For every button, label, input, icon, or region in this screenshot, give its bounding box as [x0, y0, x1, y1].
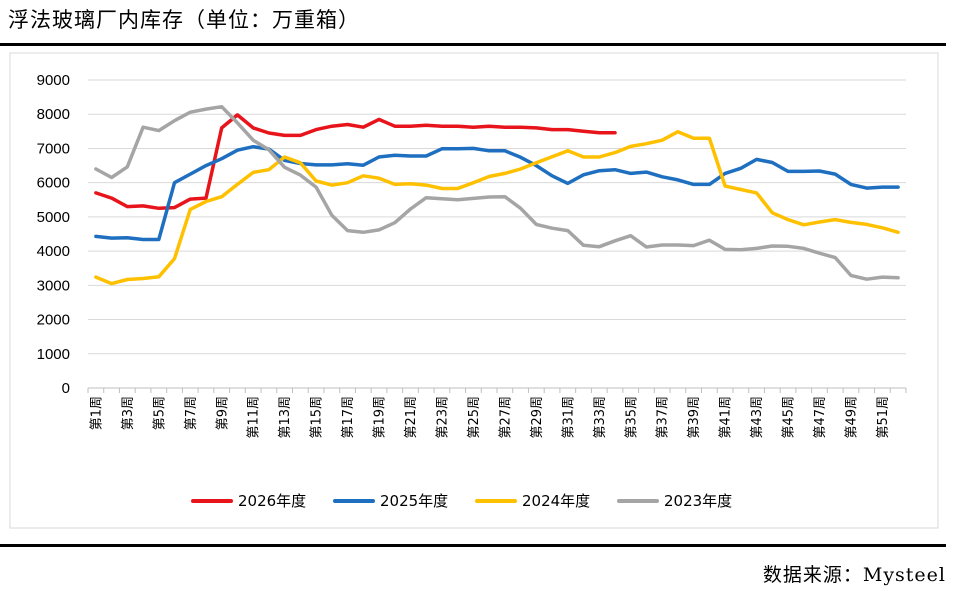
series-line-2026年度 [94, 113, 617, 211]
x-tick-label: 第49周 [844, 396, 859, 439]
y-tick-label: 3000 [37, 277, 70, 294]
x-tick-label: 第51周 [876, 396, 891, 439]
series-lines [94, 104, 900, 286]
x-tick-label: 第21周 [404, 396, 419, 439]
y-tick-label: 6000 [37, 175, 70, 192]
x-tick-label: 第11周 [247, 396, 262, 439]
x-tick-label: 第17周 [341, 396, 356, 439]
series-line-2024年度 [94, 129, 900, 286]
x-tick-label: 第23周 [435, 396, 450, 439]
x-tick-label: 第47周 [813, 396, 828, 439]
legend-label: 2024年度 [522, 492, 590, 510]
x-tick-label: 第27周 [498, 396, 513, 439]
x-tick-label: 第45周 [782, 396, 797, 439]
x-tick-label: 第35周 [624, 396, 639, 439]
x-tick-label: 第37周 [656, 396, 671, 439]
y-tick-label: 8000 [37, 106, 70, 123]
x-tick-label: 第29周 [530, 396, 545, 439]
y-tick-label: 2000 [37, 312, 70, 329]
chart-frame [9, 52, 939, 529]
x-tick-label: 第43周 [750, 396, 765, 439]
chart-title: 浮法玻璃厂内库存（单位：万重箱） [8, 8, 360, 32]
y-tick-label: 9000 [37, 72, 70, 89]
x-tick-label: 第33周 [593, 396, 608, 439]
y-tick-label: 1000 [37, 346, 70, 363]
top-divider [0, 43, 946, 46]
series-line-2025年度 [94, 144, 900, 242]
x-axis-ticks: 第1周 第3周 第5周 第7周 第9周 第11周 第13周 第15周 第17周 第19周 第21周 第… [89, 396, 891, 439]
legend-label: 2026年度 [238, 492, 306, 510]
x-tick-label: 第31周 [561, 396, 576, 439]
x-axis [87, 387, 907, 393]
x-tick-label: 第41周 [719, 396, 734, 439]
legend-label: 2023年度 [664, 492, 732, 510]
y-tick-label: 4000 [37, 243, 70, 260]
legend-label: 2025年度 [380, 492, 448, 510]
x-tick-label: 第1周 [89, 396, 104, 430]
y-axis-ticks: 0 1000 2000 3000 4000 5000 6000 7000 8000 9000 [37, 72, 70, 397]
bottom-divider [0, 544, 946, 547]
x-tick-label: 第19周 [373, 396, 388, 439]
x-tick-label: 第39周 [687, 396, 702, 439]
y-tick-label: 5000 [37, 209, 70, 226]
x-tick-label: 第3周 [121, 396, 136, 430]
gridlines [88, 79, 906, 355]
x-tick-label: 第25周 [467, 396, 482, 439]
x-tick-label: 第7周 [184, 396, 199, 430]
x-tick-label: 第9周 [215, 396, 230, 430]
series-line-2023年度 [94, 104, 900, 281]
y-tick-label: 7000 [37, 140, 70, 157]
y-tick-label: 0 [62, 380, 70, 397]
legend: 2026年度 2025年度 2024年度 2023年度 [191, 492, 732, 510]
x-tick-label: 第13周 [278, 396, 293, 439]
line-chart: 0 1000 2000 3000 4000 5000 6000 7000 8000 9000 第1… [9, 52, 939, 529]
x-tick-label: 第15周 [310, 396, 325, 439]
source-note: 数据来源：Mysteel [762, 564, 946, 586]
x-tick-label: 第5周 [152, 396, 167, 430]
